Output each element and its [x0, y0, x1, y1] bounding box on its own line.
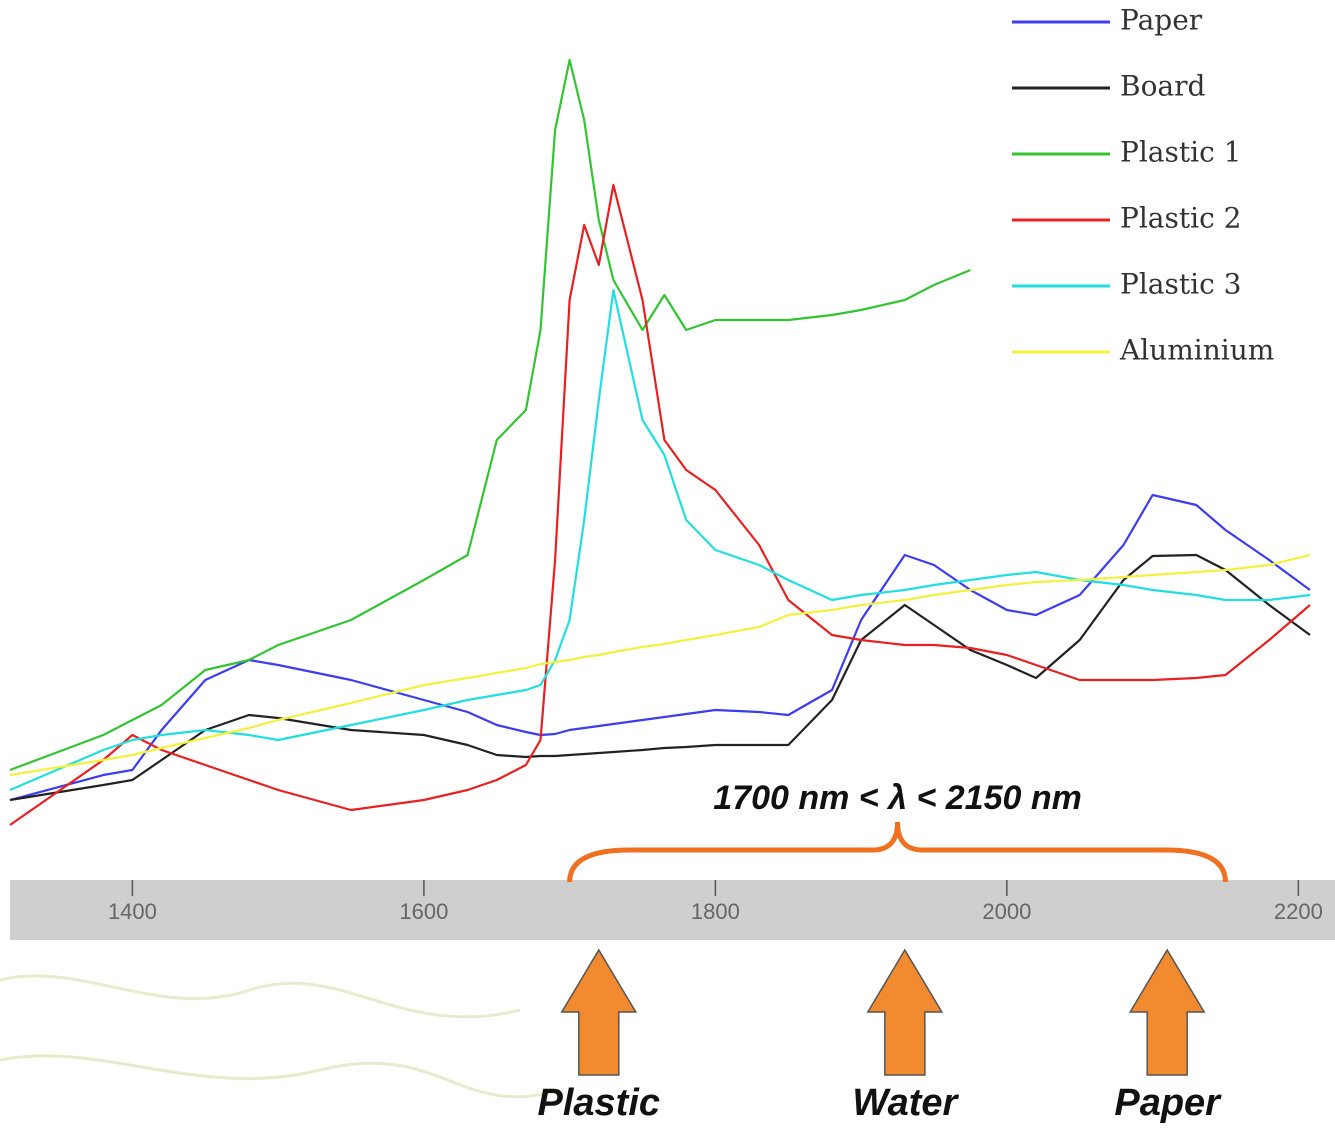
- series-line: [9, 183, 1311, 826]
- series-line: [9, 58, 971, 772]
- legend-label: Paper: [1120, 4, 1203, 37]
- legend-label: Plastic 3: [1120, 268, 1241, 301]
- legend-label: Plastic 2: [1120, 202, 1241, 235]
- series-line: [9, 553, 1311, 777]
- legend-label: Aluminium: [1119, 334, 1274, 367]
- arrow-label: Water: [852, 1082, 959, 1124]
- background-decoration: [0, 974, 561, 1099]
- arrow: [866, 948, 944, 1076]
- arrow-label: Plastic: [538, 1082, 661, 1124]
- range-label: 1700 nm < λ < 2150 nm: [713, 779, 1082, 817]
- range-brace: [567, 821, 1228, 883]
- x-tick-label: 1400: [108, 899, 157, 924]
- x-axis-bar: [10, 880, 1335, 940]
- legend-label: Plastic 1: [1120, 136, 1241, 169]
- x-tick-label: 2200: [1274, 899, 1323, 924]
- arrow: [1128, 948, 1206, 1076]
- legend-label: Board: [1120, 70, 1206, 103]
- x-tick-label: 2000: [982, 899, 1031, 924]
- series-line: [9, 288, 1311, 792]
- x-tick-label: 1800: [691, 899, 740, 924]
- arrow: [560, 948, 638, 1076]
- arrow-label: Paper: [1114, 1082, 1222, 1124]
- x-tick-label: 1600: [399, 899, 448, 924]
- series-line: [9, 493, 1311, 802]
- series-line: [9, 553, 1311, 802]
